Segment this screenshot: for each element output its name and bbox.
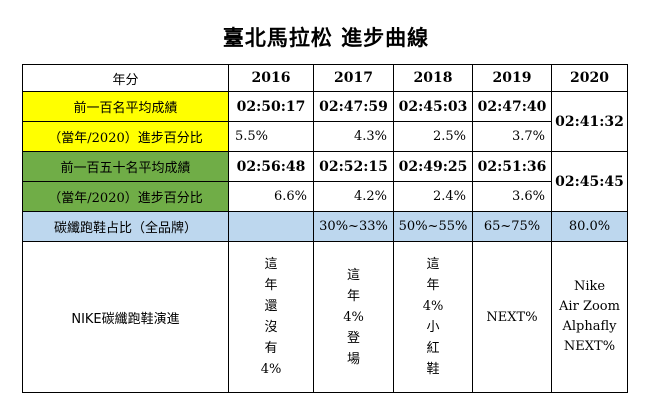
top100-time-2018: 02:45:03 (393, 91, 473, 122)
page-title: 臺北馬拉松 進步曲線 (222, 25, 430, 50)
carbon-share-2016 (228, 211, 314, 242)
nike-2018-char: 年 (426, 278, 440, 293)
nike-evolution-row: NIKE碳纖跑鞋演進 這 年 還 沒 有 4% 這 年 4% 登 場 這 年 4… (22, 241, 628, 393)
carbon-share-2017: 30%~33% (313, 211, 394, 242)
top100-time-2020: 02:41:32 (551, 91, 628, 152)
nike-2016-char: 沒 (264, 320, 278, 335)
year-2016: 2016 (228, 64, 314, 92)
year-2017: 2017 (313, 64, 394, 92)
year-2020: 2020 (551, 64, 628, 92)
top100-pct-2018: 2.5% (393, 121, 473, 152)
top150-time-2020: 02:45:45 (551, 151, 628, 212)
top150-pct-2019: 3.6% (472, 181, 552, 212)
nike-2016-char: 4% (260, 362, 282, 377)
top100-time-2016: 02:50:17 (228, 91, 314, 122)
carbon-share-label: 碳纖跑鞋占比（全品牌） (22, 211, 229, 242)
nike-2017-char: 登 (346, 330, 360, 346)
top150-pct-row: （當年/2020）進步百分比 6.6% 4.2% 2.4% 3.6% (22, 181, 628, 212)
nike-evolution-label: NIKE碳纖跑鞋演進 (22, 241, 229, 393)
nike-2020-line: Nike (573, 279, 606, 294)
nike-2017-char: 4% (343, 309, 364, 325)
carbon-share-2020: 80.0% (551, 211, 628, 242)
nike-2017-char: 這 (346, 267, 360, 283)
top100-pct-2016: 5.5% (228, 121, 314, 152)
carbon-share-2019: 65~75% (472, 211, 552, 242)
nike-2016-char: 還 (264, 299, 278, 314)
top100-pct-2019: 3.7% (472, 121, 552, 152)
nike-2018-char: 鞋 (426, 362, 440, 377)
nike-2017-char: 年 (346, 288, 360, 304)
header-row: 年分 2016 2017 2018 2019 2020 (22, 64, 628, 92)
top100-time-2017: 02:47:59 (313, 91, 394, 122)
top100-pct-label: （當年/2020）進步百分比 (22, 121, 229, 152)
top100-time-row: 前一百名平均成績 02:50:17 02:47:59 02:45:03 02:4… (22, 91, 628, 152)
year-2019: 2019 (472, 64, 552, 92)
top150-pct-2016: 6.6% (228, 181, 314, 212)
progress-table: 年分 2016 2017 2018 2019 2020 前一百名平均成績 02:… (22, 64, 628, 393)
top150-label: 前一百五十名平均成績 (22, 151, 229, 182)
nike-2018-char: 小 (426, 320, 440, 335)
nike-2016-char: 這 (264, 257, 278, 272)
carbon-share-2018: 50%~55% (393, 211, 473, 242)
nike-2020-line: NEXT% (563, 339, 616, 354)
nike-2018-char: 4% (422, 299, 444, 314)
top150-pct-label: （當年/2020）進步百分比 (22, 181, 229, 212)
top100-label: 前一百名平均成績 (22, 91, 229, 122)
nike-2018: 這 年 4% 小 紅 鞋 (393, 241, 473, 393)
nike-2020-line: Alphafly (562, 319, 617, 334)
nike-2020-line: Air Zoom (559, 299, 620, 314)
nike-2017-char: 場 (346, 351, 360, 367)
top100-pct-2017: 4.3% (313, 121, 394, 152)
nike-2020: Nike Air Zoom Alphafly NEXT% (551, 241, 628, 393)
top150-time-2017: 02:52:15 (313, 151, 394, 182)
top150-time-2019: 02:51:36 (472, 151, 552, 182)
nike-2016-char: 年 (264, 278, 278, 293)
nike-2018-char: 這 (426, 257, 440, 272)
nike-2016-char: 有 (264, 341, 278, 356)
nike-2019: NEXT% (472, 241, 552, 393)
top100-time-2019: 02:47:40 (472, 91, 552, 122)
top150-time-2016: 02:56:48 (228, 151, 314, 182)
nike-2017: 這 年 4% 登 場 (313, 241, 394, 393)
year-2018: 2018 (393, 64, 473, 92)
top150-pct-2018: 2.4% (393, 181, 473, 212)
nike-2016: 這 年 還 沒 有 4% (228, 241, 314, 393)
year-header-label: 年分 (22, 64, 229, 92)
carbon-share-row: 碳纖跑鞋占比（全品牌） 30%~33% 50%~55% 65~75% 80.0% (22, 211, 628, 242)
top150-time-2018: 02:49:25 (393, 151, 473, 182)
top150-pct-2017: 4.2% (313, 181, 394, 212)
top100-pct-row: （當年/2020）進步百分比 5.5% 4.3% 2.5% 3.7% (22, 121, 628, 152)
nike-2018-char: 紅 (426, 341, 440, 356)
top150-time-row: 前一百五十名平均成績 02:56:48 02:52:15 02:49:25 02… (22, 151, 628, 212)
